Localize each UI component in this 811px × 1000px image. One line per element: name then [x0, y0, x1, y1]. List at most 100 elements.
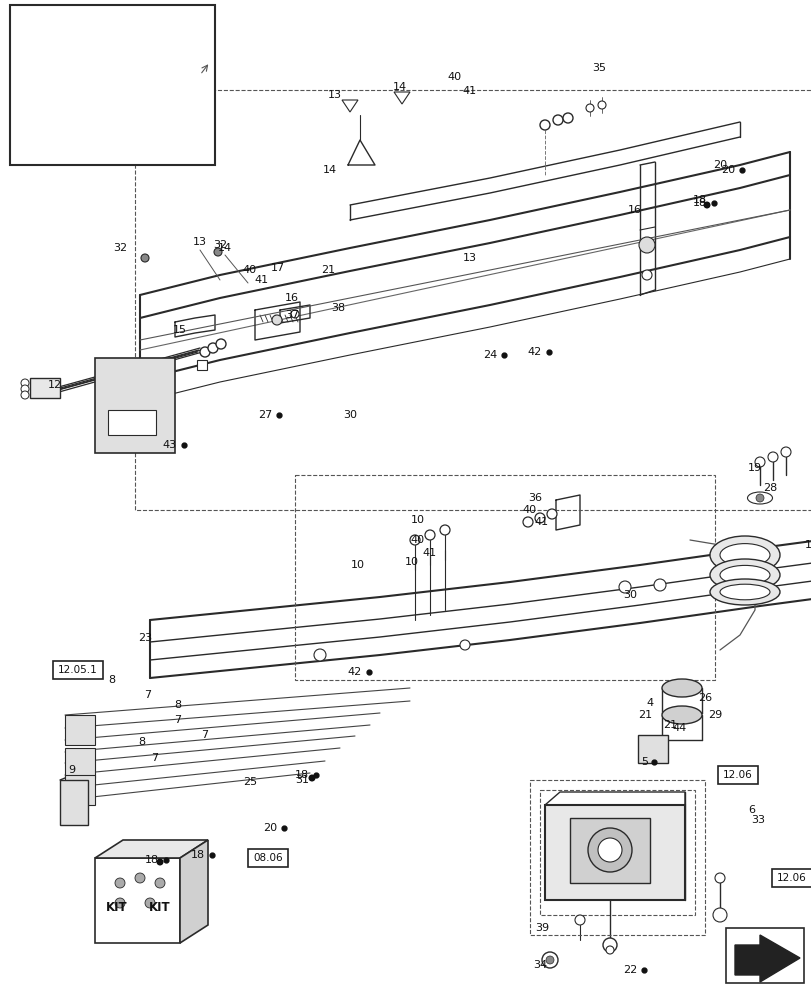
Text: 10: 10 [405, 557, 418, 567]
Circle shape [534, 513, 544, 523]
Text: 8: 8 [138, 737, 145, 747]
Circle shape [308, 774, 315, 781]
Ellipse shape [719, 544, 769, 566]
Text: 14: 14 [217, 243, 232, 253]
Circle shape [214, 248, 221, 256]
Circle shape [603, 938, 616, 952]
Text: 41: 41 [423, 548, 436, 558]
Circle shape [653, 579, 665, 591]
Circle shape [272, 315, 281, 325]
Circle shape [643, 824, 655, 836]
Circle shape [712, 908, 726, 922]
Bar [30, 378, 60, 398]
Ellipse shape [709, 579, 779, 605]
Circle shape [314, 649, 325, 661]
Text: 12: 12 [48, 380, 62, 390]
Text: 31: 31 [294, 775, 309, 785]
Text: 10: 10 [410, 515, 424, 525]
FancyBboxPatch shape [718, 766, 757, 784]
Circle shape [71, 120, 79, 128]
Circle shape [605, 946, 613, 954]
Bar [95, 858, 180, 943]
Text: 37: 37 [285, 310, 298, 320]
Circle shape [156, 91, 164, 99]
Bar [725, 928, 803, 983]
Bar [108, 410, 156, 435]
Ellipse shape [661, 679, 702, 697]
Text: 36: 36 [527, 493, 541, 503]
Bar [569, 818, 649, 883]
Text: 21: 21 [662, 720, 676, 730]
Text: 16: 16 [627, 205, 642, 215]
Text: 20: 20 [720, 165, 734, 175]
Ellipse shape [747, 492, 771, 504]
Text: 28: 28 [762, 483, 776, 493]
Circle shape [115, 898, 125, 908]
Text: 20: 20 [712, 160, 726, 170]
Text: 24: 24 [483, 350, 496, 360]
Text: KIT: KIT [106, 901, 127, 914]
Text: 5: 5 [804, 870, 810, 880]
Bar [544, 805, 684, 900]
Text: 27: 27 [258, 410, 272, 420]
Circle shape [290, 310, 298, 318]
Text: 32: 32 [212, 240, 227, 250]
Text: 32: 32 [113, 243, 127, 253]
Text: 42: 42 [527, 347, 542, 357]
Text: 14: 14 [393, 82, 406, 92]
Circle shape [424, 530, 435, 540]
Circle shape [200, 347, 210, 357]
Circle shape [105, 370, 115, 380]
Ellipse shape [719, 584, 769, 600]
Circle shape [755, 494, 763, 502]
Text: 35: 35 [591, 63, 605, 73]
Text: 18: 18 [191, 850, 205, 860]
Text: 13: 13 [193, 237, 207, 247]
Ellipse shape [719, 565, 769, 585]
Text: 40: 40 [242, 265, 257, 275]
Text: 30: 30 [342, 410, 357, 420]
Circle shape [552, 115, 562, 125]
Circle shape [541, 952, 557, 968]
Circle shape [111, 104, 119, 112]
Circle shape [410, 535, 419, 545]
Circle shape [618, 581, 630, 593]
Circle shape [157, 858, 163, 865]
Circle shape [780, 447, 790, 457]
Bar [197, 360, 207, 370]
Text: 41: 41 [534, 517, 548, 527]
Circle shape [135, 873, 145, 883]
Circle shape [115, 878, 125, 888]
Circle shape [564, 864, 575, 876]
Text: 7: 7 [151, 753, 158, 763]
Text: 23: 23 [138, 633, 152, 643]
Circle shape [646, 743, 659, 755]
Circle shape [125, 395, 135, 405]
Bar [60, 780, 88, 825]
Circle shape [522, 517, 532, 527]
Text: 44: 44 [672, 723, 686, 733]
Text: 7: 7 [144, 690, 152, 700]
Text: 40: 40 [448, 72, 461, 82]
Text: 8: 8 [174, 700, 182, 710]
Circle shape [440, 525, 449, 535]
Circle shape [643, 864, 655, 876]
Circle shape [564, 824, 575, 836]
Text: 13: 13 [462, 253, 476, 263]
Bar [539, 790, 694, 915]
Text: 33: 33 [750, 815, 764, 825]
Text: 6: 6 [748, 805, 754, 815]
Text: 34: 34 [532, 960, 547, 970]
Text: 21: 21 [320, 265, 335, 275]
Text: 40: 40 [410, 535, 424, 545]
Bar [637, 735, 667, 763]
Text: 12.06: 12.06 [776, 873, 806, 883]
Circle shape [125, 370, 135, 380]
Circle shape [714, 873, 724, 883]
Text: 43: 43 [163, 440, 177, 450]
Text: 1: 1 [804, 540, 810, 550]
Text: 18: 18 [692, 198, 706, 208]
Bar [10, 5, 215, 165]
Circle shape [539, 120, 549, 130]
Circle shape [597, 101, 605, 109]
